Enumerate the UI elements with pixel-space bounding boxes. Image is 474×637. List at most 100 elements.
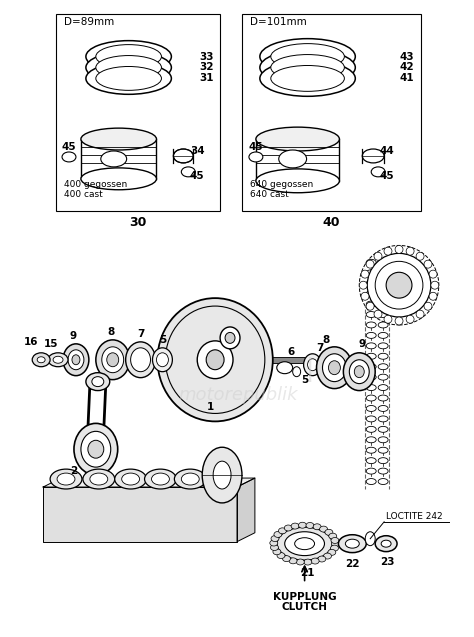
- Ellipse shape: [68, 350, 84, 369]
- Ellipse shape: [378, 406, 388, 412]
- Ellipse shape: [81, 168, 156, 190]
- Ellipse shape: [249, 152, 263, 162]
- Text: 30: 30: [129, 216, 146, 229]
- Text: 640 gegossen: 640 gegossen: [250, 180, 313, 189]
- Ellipse shape: [318, 556, 326, 562]
- Ellipse shape: [322, 354, 346, 382]
- Ellipse shape: [424, 302, 432, 310]
- Ellipse shape: [378, 478, 388, 485]
- Ellipse shape: [378, 416, 388, 422]
- Ellipse shape: [86, 41, 172, 73]
- Ellipse shape: [366, 260, 374, 268]
- Ellipse shape: [365, 532, 375, 546]
- Text: 45: 45: [248, 142, 263, 152]
- Ellipse shape: [330, 545, 338, 551]
- Text: 7: 7: [316, 343, 323, 353]
- Ellipse shape: [349, 360, 369, 383]
- Ellipse shape: [378, 385, 388, 390]
- Ellipse shape: [366, 364, 376, 369]
- Ellipse shape: [37, 357, 45, 362]
- Polygon shape: [237, 478, 255, 541]
- Text: 6: 6: [287, 347, 294, 357]
- Ellipse shape: [256, 169, 339, 193]
- Ellipse shape: [378, 374, 388, 380]
- Ellipse shape: [416, 252, 424, 261]
- Ellipse shape: [202, 447, 242, 503]
- Ellipse shape: [88, 440, 104, 458]
- Ellipse shape: [343, 353, 375, 390]
- Ellipse shape: [378, 311, 388, 317]
- Ellipse shape: [366, 478, 376, 485]
- Text: 45: 45: [190, 171, 205, 181]
- Ellipse shape: [102, 347, 124, 373]
- Ellipse shape: [378, 395, 388, 401]
- Ellipse shape: [431, 281, 439, 289]
- Ellipse shape: [429, 292, 437, 300]
- Ellipse shape: [260, 39, 356, 75]
- Ellipse shape: [225, 333, 235, 343]
- Ellipse shape: [182, 167, 195, 177]
- Ellipse shape: [328, 361, 340, 375]
- Text: 34: 34: [190, 146, 205, 156]
- Text: motorepublik: motorepublik: [178, 385, 298, 404]
- Ellipse shape: [374, 252, 382, 261]
- Ellipse shape: [295, 538, 315, 550]
- Ellipse shape: [299, 522, 306, 528]
- Ellipse shape: [173, 149, 193, 163]
- Text: 9: 9: [69, 331, 76, 341]
- Ellipse shape: [220, 327, 240, 349]
- Ellipse shape: [366, 354, 376, 359]
- Ellipse shape: [206, 350, 224, 369]
- Ellipse shape: [63, 344, 89, 376]
- Ellipse shape: [260, 50, 356, 85]
- Text: 31: 31: [199, 73, 213, 83]
- Ellipse shape: [429, 270, 437, 278]
- Ellipse shape: [378, 280, 388, 286]
- Ellipse shape: [81, 431, 111, 467]
- Ellipse shape: [313, 524, 321, 530]
- Ellipse shape: [366, 468, 376, 474]
- Ellipse shape: [96, 55, 162, 80]
- Polygon shape: [43, 478, 255, 487]
- Ellipse shape: [296, 559, 304, 565]
- Text: 21: 21: [301, 568, 315, 578]
- Ellipse shape: [145, 469, 176, 489]
- Ellipse shape: [72, 355, 80, 365]
- Text: 400 gegossen: 400 gegossen: [64, 180, 128, 189]
- Ellipse shape: [359, 245, 439, 325]
- Ellipse shape: [366, 259, 376, 266]
- Ellipse shape: [378, 468, 388, 474]
- Text: 33: 33: [199, 52, 213, 62]
- Ellipse shape: [366, 447, 376, 453]
- Ellipse shape: [378, 333, 388, 338]
- Ellipse shape: [83, 469, 115, 489]
- Ellipse shape: [378, 322, 388, 328]
- Ellipse shape: [197, 341, 233, 378]
- Ellipse shape: [331, 541, 339, 547]
- Ellipse shape: [271, 545, 278, 550]
- Ellipse shape: [378, 343, 388, 349]
- Ellipse shape: [131, 348, 151, 371]
- Ellipse shape: [361, 292, 369, 300]
- Text: 45: 45: [62, 142, 76, 152]
- Ellipse shape: [386, 272, 412, 298]
- Text: 640 cast: 640 cast: [250, 190, 289, 199]
- Ellipse shape: [366, 343, 376, 349]
- Ellipse shape: [96, 45, 162, 68]
- Ellipse shape: [319, 526, 328, 532]
- Ellipse shape: [304, 354, 321, 376]
- Ellipse shape: [273, 549, 281, 555]
- Ellipse shape: [157, 298, 273, 422]
- Text: 400 cast: 400 cast: [64, 190, 103, 199]
- Ellipse shape: [367, 254, 431, 317]
- Ellipse shape: [324, 553, 331, 559]
- Ellipse shape: [277, 362, 292, 374]
- Ellipse shape: [107, 353, 118, 367]
- Ellipse shape: [378, 457, 388, 464]
- Text: 43: 43: [400, 52, 414, 62]
- Ellipse shape: [53, 356, 63, 363]
- Ellipse shape: [366, 280, 376, 286]
- Text: 15: 15: [44, 339, 58, 349]
- Text: 22: 22: [345, 559, 360, 569]
- Ellipse shape: [122, 473, 139, 485]
